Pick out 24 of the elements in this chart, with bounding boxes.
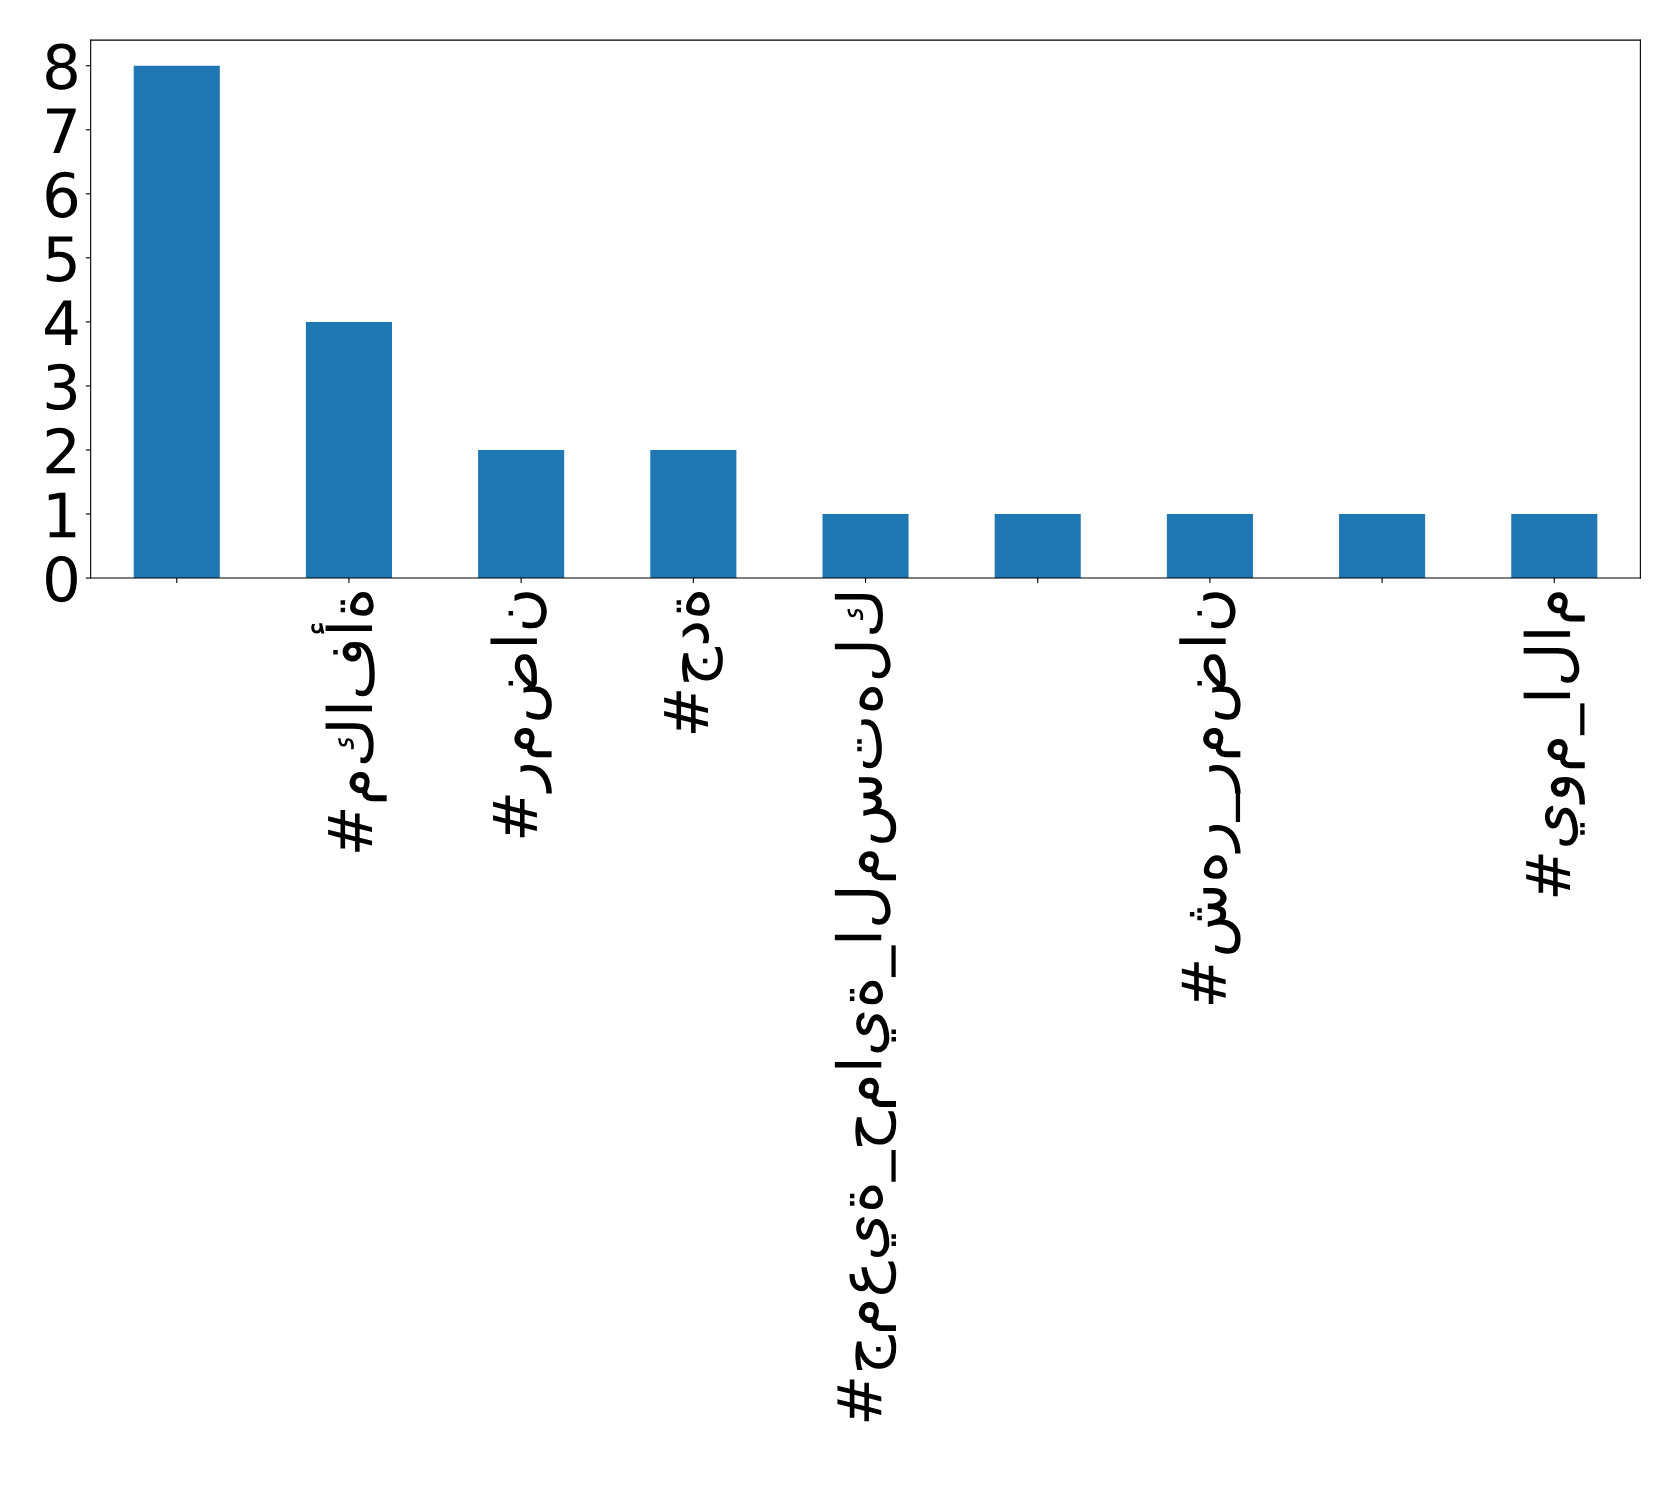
bar: [478, 449, 565, 579]
bar: [822, 514, 909, 579]
y-tick-label: 8: [46, 43, 77, 90]
x-tick-label: #رمضان: [490, 592, 552, 838]
x-tick-label: #شهر_رمضان: [1179, 592, 1241, 1005]
x-tick-label: #جدة: [664, 592, 723, 733]
y-tick-label: 2: [46, 427, 75, 474]
y-tick-label: 5: [46, 236, 76, 282]
x-tick-label: #يوم_الام: [1523, 592, 1585, 897]
x-tick-label: #مكافأة: [311, 592, 387, 852]
y-tick-label: 7: [47, 108, 76, 153]
bar: [994, 514, 1081, 579]
bar: [1339, 514, 1426, 579]
bar: [1511, 514, 1598, 579]
bar: [133, 65, 220, 579]
y-tick-label: 0: [46, 555, 77, 603]
bar: [650, 449, 737, 579]
y-tick-label: 3: [46, 363, 77, 411]
y-tick-label: 4: [45, 300, 78, 346]
y-tick-label: 6: [46, 171, 78, 218]
x-tick-label: #جمعية_حماية_المستهلك: [834, 594, 897, 1422]
y-tick-label: 1: [48, 492, 76, 538]
bar: [305, 321, 392, 579]
bar: [1166, 514, 1253, 579]
